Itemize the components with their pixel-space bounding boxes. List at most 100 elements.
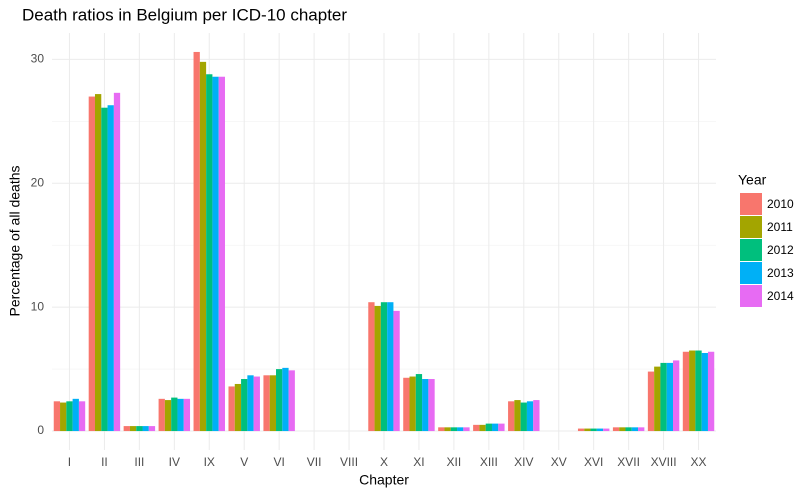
y-tick-label: 30 — [31, 52, 45, 66]
x-tick-label: II — [101, 455, 108, 469]
legend-label: 2014 — [767, 289, 794, 303]
bar — [218, 76, 225, 432]
x-tick-label: XIII — [480, 455, 498, 469]
bar — [136, 426, 143, 432]
bar — [428, 379, 435, 432]
y-tick-label: 10 — [31, 299, 45, 313]
bar — [263, 375, 270, 432]
chart-title: Death ratios in Belgium per ICD-10 chapt… — [22, 5, 347, 24]
bar — [584, 428, 591, 432]
bar — [228, 386, 235, 432]
bar — [409, 376, 416, 432]
bar — [673, 360, 680, 432]
bar — [457, 427, 464, 432]
bar — [514, 400, 521, 432]
x-tick-label: V — [240, 455, 248, 469]
bar — [171, 397, 178, 432]
bar — [533, 400, 540, 432]
bar — [374, 305, 381, 432]
bar — [193, 51, 200, 432]
bar — [612, 427, 620, 432]
bar — [183, 398, 191, 432]
bar — [473, 424, 480, 432]
bar — [647, 371, 655, 432]
bar — [234, 383, 242, 432]
bar — [206, 74, 213, 432]
bar — [88, 96, 95, 432]
bar — [123, 426, 130, 432]
legend-label: 2010 — [767, 197, 794, 211]
legend-label: 2011 — [767, 220, 793, 234]
x-tick-label: XVII — [617, 455, 640, 469]
x-tick-label: XIV — [514, 455, 533, 469]
bar — [107, 105, 114, 432]
legend-label: 2012 — [767, 243, 794, 257]
bar — [148, 426, 156, 432]
y-tick-label: 0 — [37, 423, 44, 437]
x-tick-label: XII — [447, 455, 462, 469]
legend-title: Year — [738, 172, 767, 188]
bar — [479, 424, 486, 432]
legend-swatch — [740, 262, 762, 284]
bar — [596, 428, 604, 432]
legend-label: 2013 — [767, 266, 794, 280]
x-tick-label: X — [380, 455, 388, 469]
bar — [689, 350, 696, 432]
bar — [422, 379, 429, 432]
x-tick-label: XVIII — [651, 455, 677, 469]
bar — [444, 427, 451, 432]
bar — [638, 427, 645, 432]
bar — [60, 402, 67, 432]
bar — [463, 427, 470, 432]
bar — [526, 401, 534, 432]
bar — [72, 398, 79, 432]
bar — [380, 302, 388, 432]
bar — [393, 310, 400, 432]
x-tick-label: XVI — [584, 455, 603, 469]
bar — [520, 402, 527, 432]
y-tick-label: 20 — [31, 175, 45, 189]
bar — [387, 302, 394, 432]
bar — [603, 428, 610, 432]
bar — [590, 428, 597, 432]
bar — [276, 369, 283, 432]
bar — [438, 427, 445, 432]
bar — [450, 427, 458, 432]
bar — [78, 401, 86, 432]
bar — [269, 375, 277, 432]
bar — [577, 428, 585, 432]
bar — [158, 398, 165, 432]
bar — [508, 401, 515, 432]
bar — [199, 61, 207, 432]
y-axis-title: Percentage of all deaths — [7, 166, 23, 317]
bar — [368, 302, 375, 432]
bar — [415, 374, 423, 432]
bar — [212, 76, 219, 432]
x-axis-title: Chapter — [359, 472, 409, 488]
bar — [707, 351, 715, 432]
legend-swatch — [740, 285, 762, 307]
bar — [491, 423, 499, 432]
bar — [666, 362, 674, 432]
bar — [631, 427, 639, 432]
x-tick-label: IX — [204, 455, 215, 469]
x-tick-label: XV — [551, 455, 567, 469]
bar — [142, 426, 149, 432]
bar — [625, 427, 632, 432]
bar — [241, 379, 248, 432]
x-tick-label: XI — [413, 455, 424, 469]
x-tick-label: VIII — [340, 455, 358, 469]
bar — [403, 377, 410, 432]
bar — [101, 107, 108, 432]
bar — [66, 401, 73, 432]
bar — [654, 366, 661, 432]
legend-swatch — [740, 193, 762, 215]
bar — [113, 92, 121, 432]
bar — [94, 94, 102, 432]
bar — [247, 375, 254, 432]
bar — [682, 351, 690, 432]
bar — [498, 423, 505, 432]
x-tick-label: VI — [273, 455, 284, 469]
bar — [660, 362, 667, 432]
x-tick-label: III — [134, 455, 144, 469]
